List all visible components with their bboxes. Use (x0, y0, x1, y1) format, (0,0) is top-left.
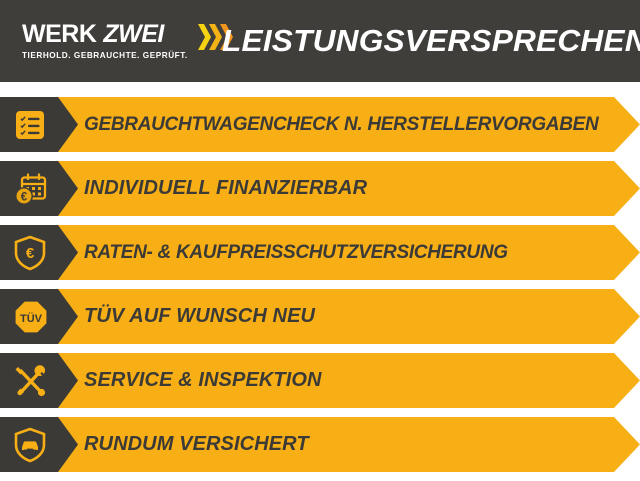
logo-wordmark: WERK ZWEI (22, 22, 164, 47)
list-item[interactable]: RUNDUM VERSICHERT (0, 417, 640, 472)
svg-text:€: € (26, 245, 35, 262)
logo-tagline: TIERHOLD. GEBRAUCHTE. GEPRÜFT. (22, 51, 188, 60)
shield-euro-icon: € (14, 235, 46, 270)
promise-list: GEBRAUCHTWAGENCHECK N. HERSTELLERVORGABE… (0, 97, 640, 481)
chevron-group (197, 23, 233, 50)
list-item[interactable]: TÜV TÜV AUF WUNSCH NEU (0, 289, 640, 344)
chevron-right-icon (208, 23, 222, 50)
brand-logo[interactable]: WERK ZWEI TIERHOLD. GEBRAUCHTE. GEPRÜFT. (22, 22, 233, 61)
wrench-screwdriver-icon (15, 364, 46, 396)
promise-bar (0, 417, 640, 472)
promise-bar (0, 97, 640, 152)
promise-label: GEBRAUCHTWAGENCHECK N. HERSTELLERVORGABE… (84, 113, 599, 135)
svg-text:€: € (21, 191, 28, 203)
promise-label: SERVICE & INSPEKTION (84, 369, 322, 391)
chevron-right-icon (197, 23, 211, 50)
header-bar: WERK ZWEI TIERHOLD. GEBRAUCHTE. GEPRÜFT.… (0, 0, 640, 82)
promise-label: INDIVIDUELL FINANZIERBAR (84, 177, 368, 199)
promise-label: RATEN- & KAUFPREISSCHUTZVERSICHERUNG (84, 241, 508, 263)
promise-bar (0, 289, 640, 344)
list-item[interactable]: SERVICE & INSPEKTION (0, 353, 640, 408)
promise-label: TÜV AUF WUNSCH NEU (84, 305, 316, 327)
promise-bar (0, 225, 640, 280)
page-title-text: LEISTUNGSVERSPRECHEN (222, 23, 640, 58)
promise-bar (0, 353, 640, 408)
page-title: LEISTUNGSVERSPRECHEN (222, 0, 640, 82)
chevron-right-icon (219, 23, 233, 50)
calendar-euro-icon: € (15, 172, 47, 205)
logo-text: WERK ZWEI TIERHOLD. GEBRAUCHTE. GEPRÜFT. (22, 22, 188, 61)
promise-bar (0, 161, 640, 216)
list-item[interactable]: GEBRAUCHTWAGENCHECK N. HERSTELLERVORGABE… (0, 97, 640, 152)
checklist-clipboard-icon (16, 110, 44, 139)
logo-word-werk: WERK (22, 20, 97, 48)
tuv-octagon-badge-icon: TÜV (14, 299, 48, 334)
list-item[interactable]: € RATEN- & KAUFPREISSCHUTZVERSICHERUNG (0, 225, 640, 280)
promise-label: RUNDUM VERSICHERT (84, 433, 309, 455)
list-item[interactable]: € INDIVIDUELL FINANZIERBAR (0, 161, 640, 216)
svg-text:TÜV: TÜV (20, 312, 43, 325)
logo-word-zwei: ZWEI (103, 20, 164, 48)
shield-car-icon (14, 427, 46, 462)
